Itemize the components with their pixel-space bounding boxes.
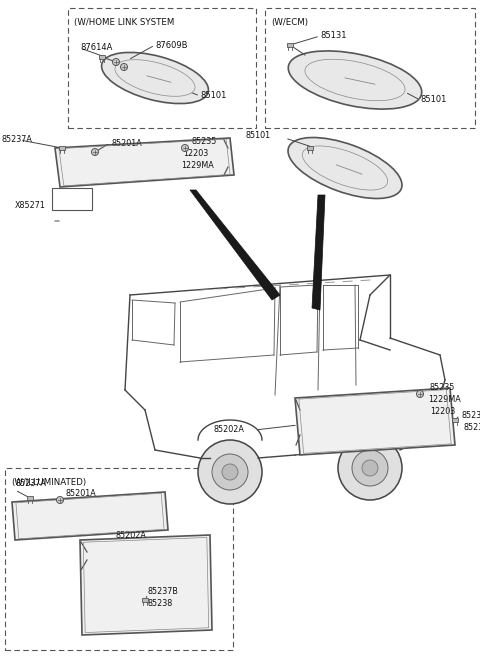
Circle shape [338,436,402,500]
Text: 85238: 85238 [148,600,173,609]
Ellipse shape [288,51,422,109]
Text: 87609B: 87609B [155,41,188,49]
Text: 85202A: 85202A [213,424,244,434]
Polygon shape [55,138,234,187]
Bar [27,496,33,500]
Text: 1229MA: 1229MA [428,396,461,405]
Text: 85237B: 85237B [462,411,480,419]
Circle shape [352,450,388,486]
Ellipse shape [302,146,388,190]
Text: 85235: 85235 [430,384,456,392]
Text: (W/ILLUMINATED): (W/ILLUMINATED) [11,478,86,487]
Circle shape [222,464,238,480]
Ellipse shape [115,60,195,96]
Circle shape [417,390,423,398]
Circle shape [92,148,98,155]
Text: 85202A: 85202A [115,531,146,539]
Circle shape [198,440,262,504]
Bar [307,146,313,150]
Bar [287,43,293,47]
Text: 85101: 85101 [420,96,446,104]
Text: X85271: X85271 [15,201,46,209]
Text: 85131: 85131 [320,31,347,41]
Ellipse shape [102,52,208,104]
Circle shape [112,58,120,66]
Bar [68,8,256,128]
Text: (W/HOME LINK SYSTEM: (W/HOME LINK SYSTEM [74,18,174,26]
Text: 85237A: 85237A [2,134,33,144]
Text: 85101: 85101 [200,91,227,100]
Text: 85101: 85101 [246,131,271,140]
Polygon shape [295,388,455,455]
Bar [452,418,458,422]
Polygon shape [80,535,212,635]
Ellipse shape [305,59,405,101]
Text: 85201A: 85201A [65,489,96,497]
Bar [99,55,105,59]
Text: 1229MA: 1229MA [181,161,214,169]
Text: 85237B: 85237B [148,588,179,596]
Polygon shape [312,195,325,310]
Bar [5,468,233,650]
Bar [52,188,92,210]
Polygon shape [190,190,280,300]
Bar [265,8,475,128]
Text: 12203: 12203 [430,407,455,417]
Text: 85238: 85238 [464,422,480,432]
Text: 85201A: 85201A [111,138,142,148]
Bar [142,598,148,602]
Text: 85235: 85235 [192,136,217,146]
Text: 85237A: 85237A [15,478,46,487]
Circle shape [181,144,189,152]
Text: (W/ECM): (W/ECM) [271,18,308,26]
Circle shape [362,460,378,476]
Circle shape [57,497,63,504]
Circle shape [212,454,248,490]
Ellipse shape [288,138,402,199]
Circle shape [120,64,128,70]
Text: 87614A: 87614A [80,43,112,52]
Polygon shape [12,492,168,540]
Bar [59,146,65,150]
Text: 12203: 12203 [183,150,208,159]
